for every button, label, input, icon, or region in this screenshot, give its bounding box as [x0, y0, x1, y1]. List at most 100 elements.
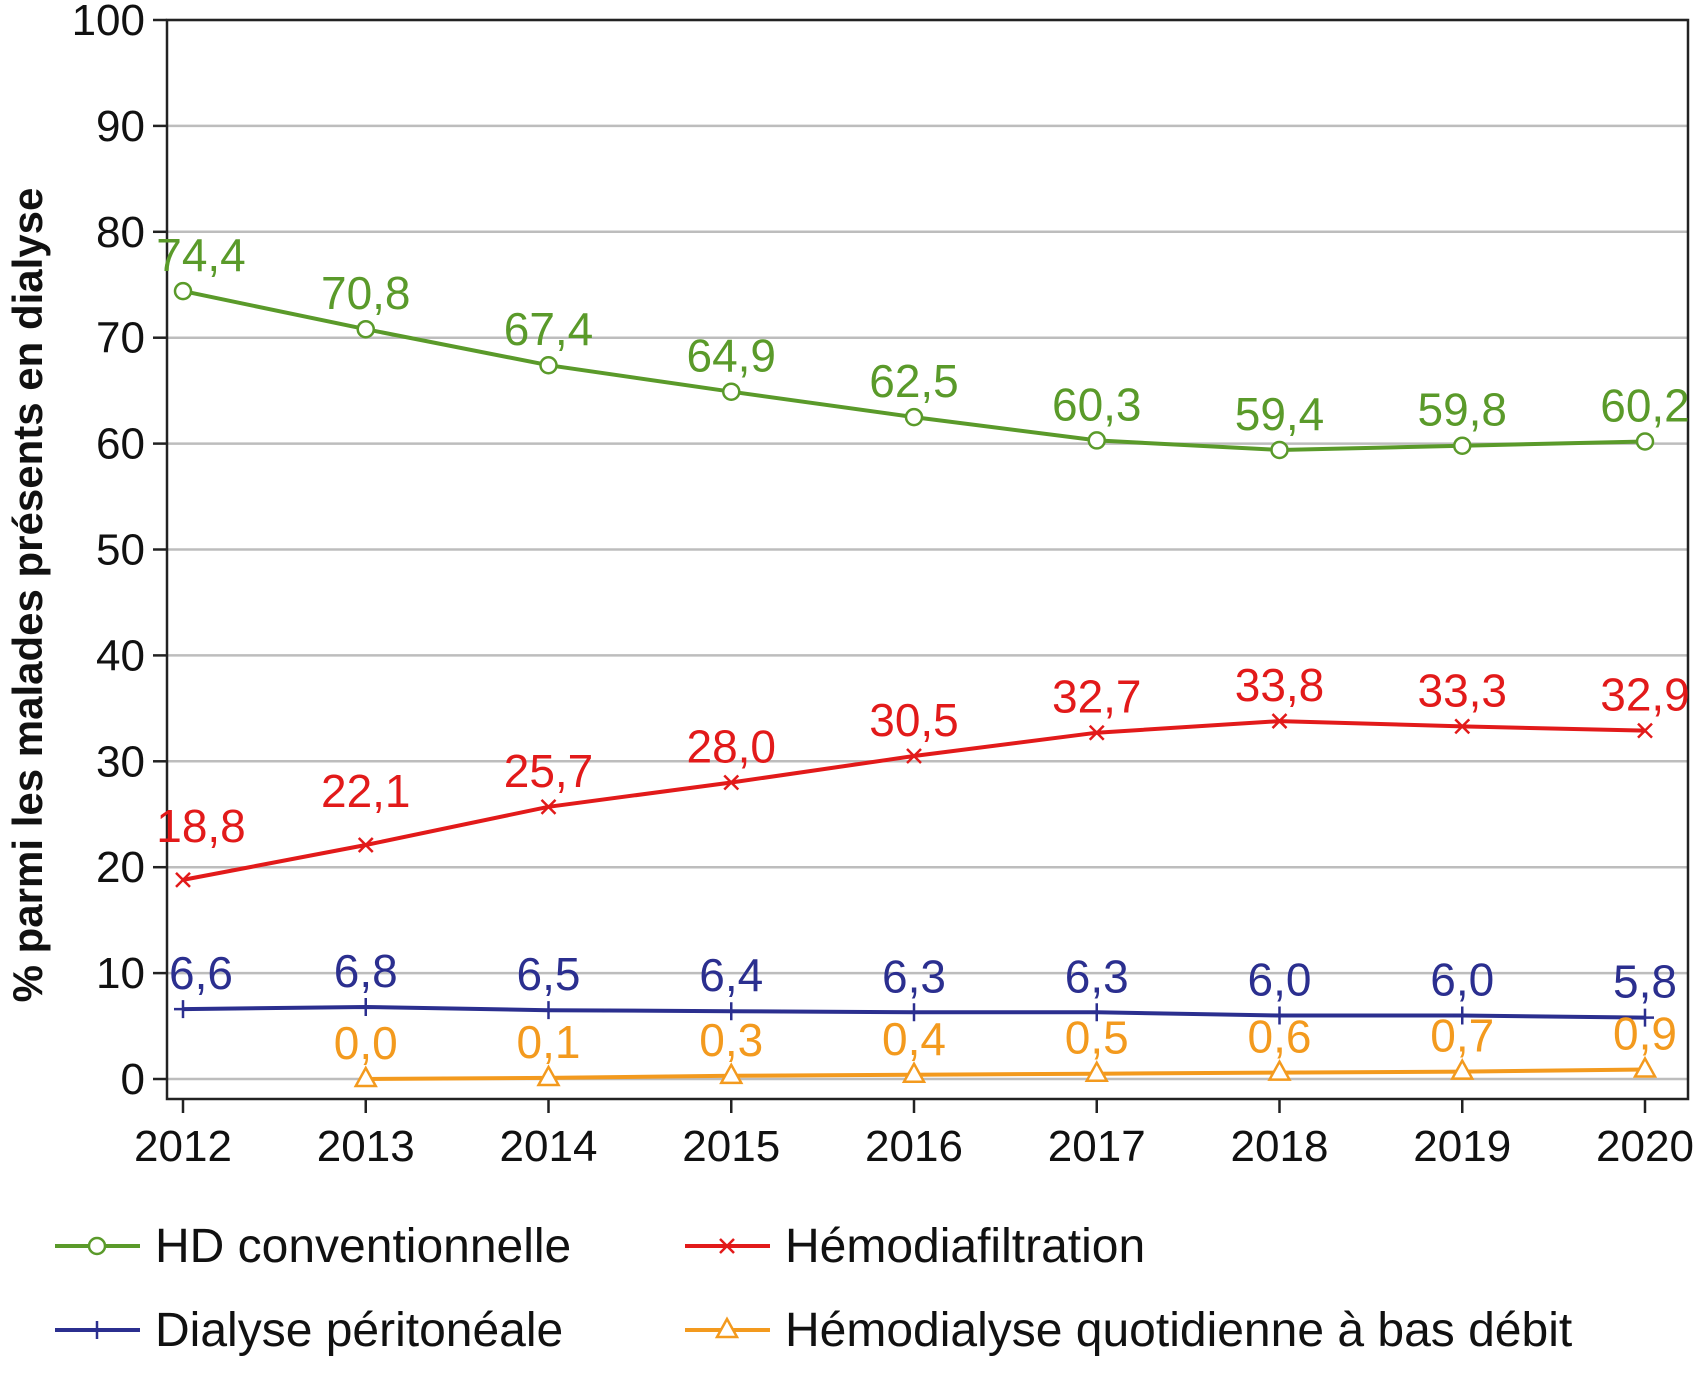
- data-label: 0,1: [517, 1016, 581, 1068]
- data-point: [723, 774, 740, 791]
- axes: 0 10 20 30 40 50 60 70 80 90 100 2012 2013 2014 2015 20…: [72, 0, 1694, 1171]
- y-tick-label: 0: [121, 1055, 145, 1104]
- data-label: 0,7: [1430, 1010, 1494, 1062]
- data-point: [1453, 1006, 1472, 1025]
- gridlines: [167, 18, 1688, 1081]
- data-label: 32,9: [1600, 669, 1690, 721]
- data-label: 32,7: [1052, 671, 1142, 723]
- x-tick-label: 2012: [134, 1122, 232, 1171]
- data-label: 60,3: [1052, 378, 1142, 430]
- series-dialyse-peritoneale: [174, 997, 1654, 1027]
- data-label: 6,8: [334, 945, 398, 997]
- data-label: 6,3: [1065, 950, 1129, 1002]
- legend-label: HD conventionnelle: [155, 1220, 571, 1273]
- data-label: 59,4: [1235, 388, 1325, 440]
- x-tick-label: 2017: [1048, 1122, 1146, 1171]
- data-label: 6,3: [882, 950, 946, 1002]
- data-label: 6,6: [169, 947, 233, 999]
- data-point: [1635, 432, 1655, 451]
- data-point: [1270, 1006, 1289, 1025]
- data-point: [539, 1001, 558, 1020]
- data-point: [1450, 1058, 1475, 1080]
- data-point: [1267, 1059, 1292, 1081]
- data-label: 0,4: [882, 1013, 946, 1065]
- data-label: 6,4: [699, 949, 763, 1001]
- y-tick-label: 20: [96, 843, 145, 892]
- y-tick-label: 50: [96, 526, 145, 575]
- y-tick-label: 30: [96, 737, 145, 786]
- data-label: 74,4: [156, 229, 246, 281]
- data-point: [175, 872, 191, 888]
- data-point: [906, 748, 922, 764]
- data-label: 0,5: [1065, 1012, 1129, 1064]
- data-point: [1271, 713, 1288, 729]
- data-point: [1087, 431, 1106, 450]
- data-point: [1088, 724, 1105, 741]
- data-label: 33,3: [1417, 664, 1507, 716]
- x-tick-label: 2018: [1231, 1122, 1329, 1171]
- series-hemodiafiltration: [175, 713, 1653, 888]
- legend-label: Dialyse péritonéale: [155, 1304, 563, 1357]
- y-axis-title: % parmi les malades présents en dialyse: [4, 188, 51, 1003]
- y-tick-label: 40: [96, 631, 145, 680]
- y-tick-label: 10: [96, 949, 145, 998]
- legend: HD conventionnelle Hémodiafiltration Dialy…: [55, 1220, 1572, 1357]
- y-tick-label: 100: [72, 0, 145, 45]
- data-label: 22,1: [321, 765, 411, 817]
- data-point: [1636, 1008, 1654, 1027]
- data-label: 33,8: [1235, 659, 1325, 711]
- data-point: [1087, 1003, 1106, 1022]
- data-point: [1454, 718, 1471, 735]
- data-point: [1453, 436, 1472, 455]
- data-point: [1270, 440, 1289, 460]
- data-point: [901, 1061, 927, 1084]
- data-labels: 74,4 70,8 67,4 64,9 62,5 60,3 59,4 59,8 60,2 18,8…: [156, 229, 1690, 1069]
- series-line: [365, 1067, 1646, 1081]
- data-point: [536, 1064, 561, 1087]
- data-label: 67,4: [504, 303, 594, 355]
- data-point: [719, 1062, 744, 1085]
- data-point: [357, 837, 374, 853]
- data-label: 30,5: [869, 694, 959, 746]
- x-tick-label: 2019: [1413, 1122, 1511, 1171]
- data-label: 59,8: [1417, 384, 1507, 436]
- legend-item: Hémodialyse quotidienne à bas débit: [685, 1304, 1572, 1357]
- y-tick-label: 70: [96, 314, 145, 363]
- data-label: 62,5: [869, 355, 959, 407]
- legend-marker: [719, 1238, 735, 1254]
- series-lines: [173, 281, 1658, 1088]
- data-label: 0,0: [334, 1017, 398, 1069]
- data-point: [722, 1002, 741, 1021]
- data-point: [1084, 1060, 1109, 1082]
- data-label: 25,7: [504, 745, 594, 797]
- x-tick-label: 2015: [682, 1122, 780, 1171]
- data-label: 6,0: [1248, 953, 1312, 1005]
- series-hd-conventionnelle: [173, 281, 1655, 460]
- data-label: 64,9: [686, 330, 776, 382]
- x-tick-label: 2014: [500, 1122, 598, 1171]
- y-tick-label: 60: [96, 420, 145, 469]
- data-label: 0,6: [1248, 1011, 1312, 1063]
- data-label: 60,2: [1600, 379, 1690, 431]
- data-point: [722, 382, 741, 401]
- legend-marker: [714, 1316, 740, 1339]
- data-label: 6,5: [517, 948, 581, 1000]
- data-label: 0,9: [1613, 1007, 1677, 1059]
- data-label: 6,0: [1430, 953, 1494, 1005]
- series-hemodialyse-quotidienne-a-bas-debit: [353, 1055, 1658, 1088]
- legend-item: Hémodiafiltration: [685, 1220, 1145, 1273]
- x-tick-label: 2016: [865, 1122, 963, 1171]
- data-point: [1637, 722, 1653, 739]
- data-point: [539, 355, 558, 375]
- legend-marker: [88, 1321, 106, 1339]
- data-label: 18,8: [156, 800, 246, 852]
- data-label: 5,8: [1613, 956, 1677, 1008]
- data-point: [174, 1000, 192, 1019]
- legend-marker: [87, 1236, 107, 1256]
- data-label: 28,0: [686, 720, 776, 772]
- x-tick-label: 2020: [1596, 1122, 1694, 1171]
- data-label: 0,3: [699, 1014, 763, 1066]
- legend-item: Dialyse péritonéale: [55, 1304, 563, 1357]
- data-label: 70,8: [321, 267, 411, 319]
